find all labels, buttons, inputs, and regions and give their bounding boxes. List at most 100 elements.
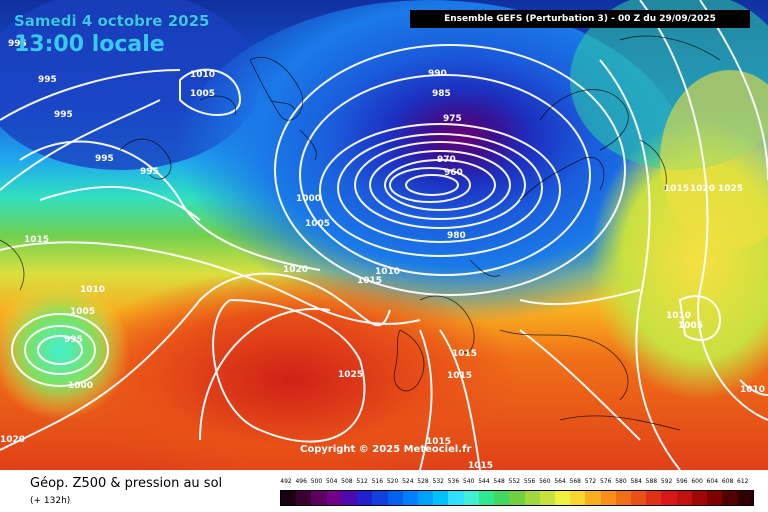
isobar-label: 995 [38, 75, 57, 85]
scale-bar [280, 490, 754, 506]
color-scale-legend: 492 496 500 504 508 512 516 520 524 528 532 536 540 5… [280, 478, 754, 508]
scale-value-label: 528 [417, 478, 429, 485]
scale-value-label: 524 [402, 478, 414, 485]
scale-value-label: 564 [554, 478, 566, 485]
scale-value-label: 608 [721, 478, 734, 485]
scale-color-cell [707, 491, 723, 505]
scale-color-cell [417, 491, 434, 505]
isobar-label: 1015 [357, 276, 382, 286]
scale-color-cell [296, 491, 312, 505]
isobar-label: 1000 [296, 194, 321, 204]
isobar-label: 970 [437, 155, 456, 165]
scale-color-cell [570, 491, 586, 505]
isobar-label: 980 [447, 231, 466, 241]
scale-value-label: 552 [508, 478, 521, 485]
scale-color-cell [448, 491, 464, 505]
scale-color-cell [600, 491, 616, 505]
isobar-label: 1020 [0, 435, 25, 445]
scale-color-cell [631, 491, 647, 505]
scale-color-cell [509, 491, 525, 505]
isobar-label: 1010 [740, 385, 765, 395]
isobar-label: 995 [54, 110, 73, 120]
isobar-label: 1010 [666, 311, 691, 321]
scale-value-label: 612 [737, 478, 749, 485]
scale-value-label: 588 [645, 478, 658, 485]
scale-value-label: 544 [478, 478, 490, 485]
weather-map: 995 1010 1005 995 995 995 995 990 985 975 970 960 98… [0, 0, 768, 470]
scale-color-cell [311, 491, 327, 505]
scale-color-cell [646, 491, 662, 505]
isobar-label: 1010 [375, 267, 400, 277]
scale-value-label: 500 [310, 478, 323, 485]
isobar-label: 1005 [70, 307, 95, 317]
isobar-label: 1015 [468, 461, 493, 470]
scale-value-label: 584 [630, 478, 642, 485]
forecast-hour: (+ 132h) [30, 496, 71, 506]
scale-color-cell [722, 491, 738, 505]
date-label: Samedi 4 octobre 2025 [14, 12, 210, 30]
scale-value-label: 540 [462, 478, 475, 485]
isobar-label: 1000 [68, 381, 93, 391]
footer: Géop. Z500 & pression au sol (+ 132h) 49… [0, 470, 768, 512]
scale-color-cell [539, 491, 555, 505]
scale-color-cell [737, 491, 753, 505]
isobar-label: 975 [443, 114, 462, 124]
isobar-label: 960 [444, 168, 463, 178]
copyright-text: Copyright © 2025 Meteociel.fr [300, 444, 472, 455]
scale-color-cell [341, 491, 358, 505]
isobar-label: 1010 [80, 285, 105, 295]
scale-color-cell [326, 491, 342, 505]
isobar-label: 1005 [678, 321, 703, 331]
scale-value-label: 556 [523, 478, 536, 485]
isobar-label: 1025 [718, 184, 743, 194]
scale-color-cell [357, 491, 373, 505]
chart-title: Géop. Z500 & pression au sol [30, 476, 223, 491]
scale-value-label: 536 [447, 478, 460, 485]
scale-value-label: 520 [386, 478, 399, 485]
isobar-label: 990 [428, 69, 447, 79]
isobar-label: 1015 [24, 235, 49, 245]
scale-color-cell [676, 491, 692, 505]
scale-value-label: 580 [615, 478, 627, 485]
scale-value-label: 592 [660, 478, 673, 485]
scale-value-label: 600 [691, 478, 703, 485]
scale-value-label: 496 [295, 478, 307, 485]
isobar-label: 1020 [283, 265, 308, 275]
isobar-label: 995 [8, 39, 27, 49]
time-label: 13:00 locale [14, 32, 165, 57]
isobar-label: 1020 [690, 184, 715, 194]
scale-color-cell [615, 491, 632, 505]
model-info-banner: Ensemble GEFS (Perturbation 3) - 00 Z du… [410, 10, 750, 28]
scale-color-cell [281, 491, 297, 505]
isobar-label: 1015 [664, 184, 689, 194]
scale-color-cell [478, 491, 495, 505]
scale-color-cell [372, 491, 388, 505]
scale-value-label: 508 [341, 478, 353, 485]
scale-color-cell [661, 491, 677, 505]
isobar-label: 1005 [305, 219, 330, 229]
scale-value-label: 516 [371, 478, 384, 485]
scale-color-cell [585, 491, 601, 505]
scale-value-label: 572 [584, 478, 597, 485]
isobar-label: 995 [140, 167, 159, 177]
isobar-label: 995 [64, 335, 83, 345]
scale-color-cell [494, 491, 510, 505]
scale-value-label: 504 [325, 478, 338, 485]
isobar-label: 985 [432, 89, 451, 99]
isobar-label: 1010 [190, 70, 215, 80]
isobar-label: 1015 [452, 349, 477, 359]
isobar-label: 1015 [426, 437, 451, 447]
pressure-chart: 9951010100599599599599599098597597096098… [0, 0, 768, 470]
scale-value-label: 604 [706, 478, 719, 485]
scale-color-cell [554, 491, 571, 505]
scale-value-label: 532 [432, 478, 444, 485]
scale-value-label: 568 [569, 478, 581, 485]
scale-value-label: 512 [356, 478, 368, 485]
scale-color-cell [433, 491, 449, 505]
scale-color-cell [463, 491, 479, 505]
scale-color-cell [524, 491, 540, 505]
isobar-label: 995 [95, 154, 114, 164]
isobar-label: 1015 [447, 371, 472, 381]
scale-value-label: 560 [539, 478, 551, 485]
scale-value-label: 492 [280, 478, 292, 485]
